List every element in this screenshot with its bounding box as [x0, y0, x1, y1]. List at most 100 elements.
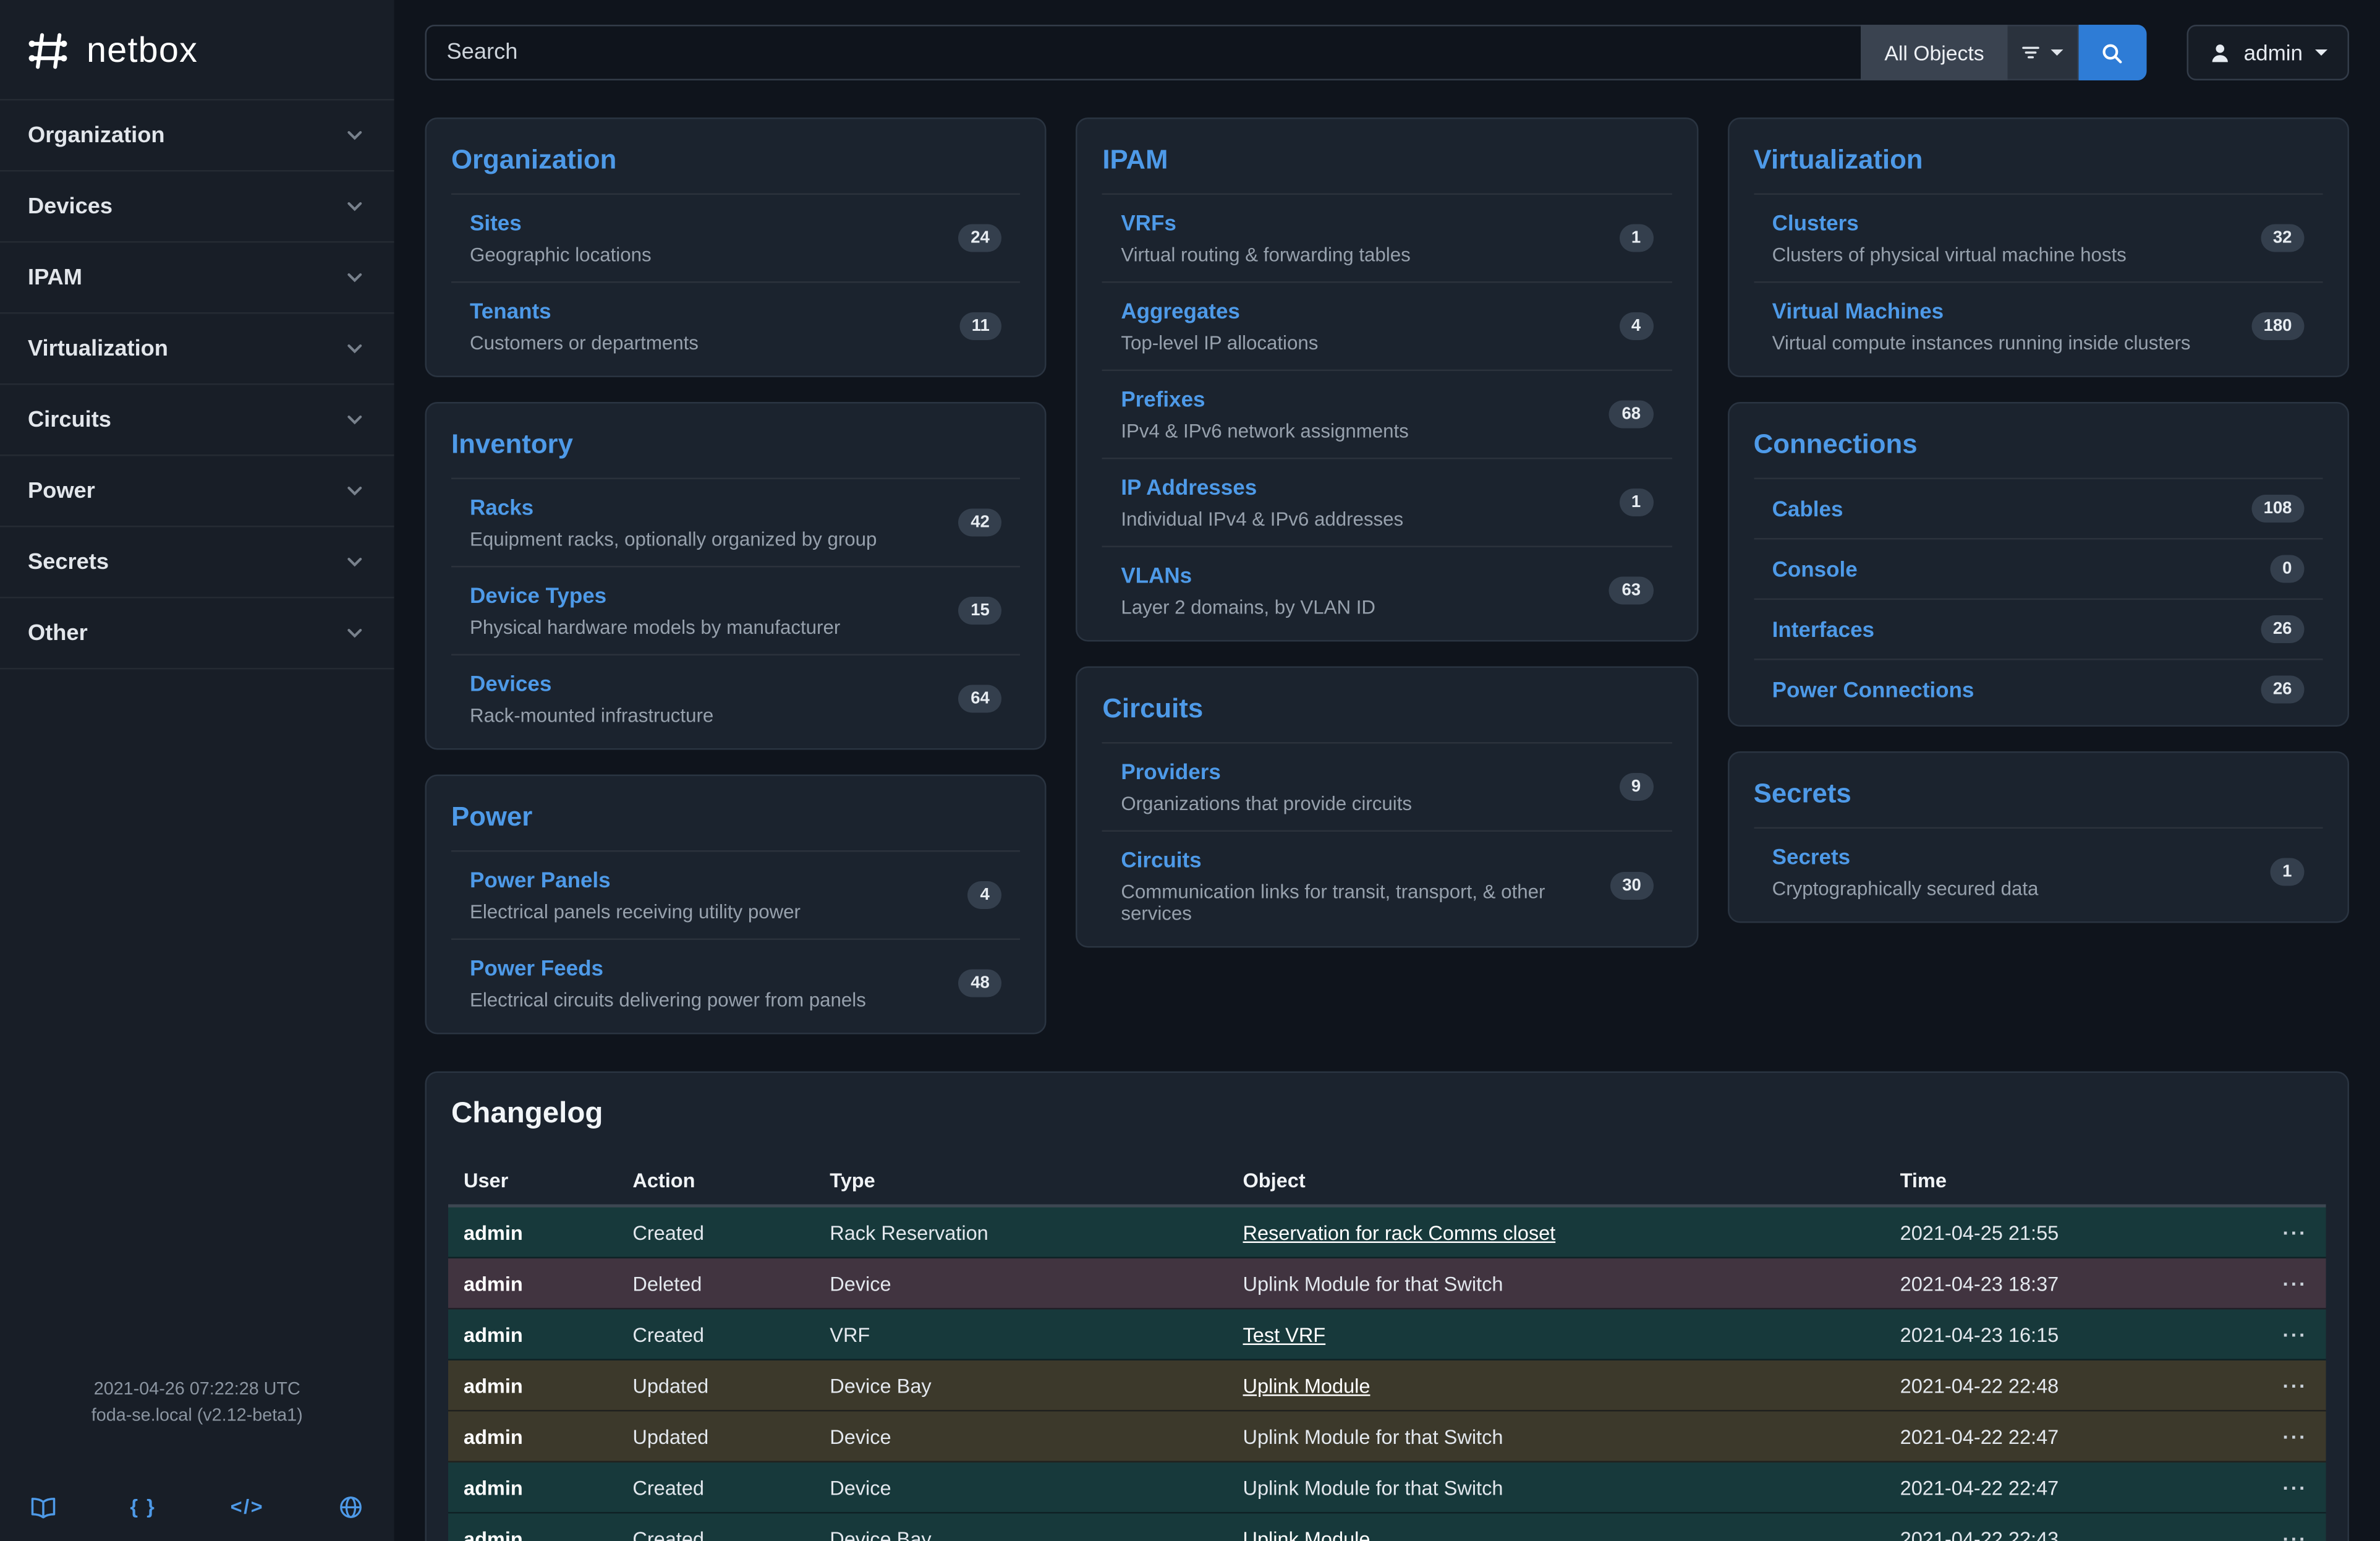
cell-time: 2021-04-22 22:43 — [1900, 1526, 2059, 1541]
card-circuits: Circuits Providers Organizations that pr… — [1076, 666, 1698, 948]
changelog-row: admin Created Device Bay Uplink Module 2… — [448, 1513, 2326, 1541]
dashboard-item-cables: Cables 108 — [1753, 477, 2323, 539]
item-description: Individual IPv4 & IPv6 addresses — [1121, 508, 1404, 531]
dashboard-item-devices: Devices Rack-mounted infrastructure 64 — [451, 654, 1021, 743]
item-description: Rack-mounted infrastructure — [470, 705, 714, 727]
caret-down-icon — [2315, 49, 2327, 56]
source-code-link[interactable]: </> — [231, 1495, 264, 1519]
sidebar-item-devices[interactable]: Devices — [0, 172, 394, 243]
api-link[interactable]: { } — [130, 1495, 156, 1519]
count-badge: 30 — [1610, 872, 1654, 900]
object-link[interactable]: Uplink Module — [1243, 1526, 1371, 1541]
cell-action: Created — [632, 1526, 704, 1541]
link-power-panels[interactable]: Power Panels — [470, 867, 611, 892]
cell-type: Device — [830, 1475, 891, 1499]
link-tenants[interactable]: Tenants — [470, 298, 551, 323]
dashboard-item-vrfs: VRFs Virtual routing & forwarding tables… — [1102, 193, 1672, 282]
item-description: Virtual routing & forwarding tables — [1121, 244, 1411, 266]
link-ip-addresses[interactable]: IP Addresses — [1121, 474, 1257, 500]
row-actions-button[interactable]: ··· — [2280, 1324, 2311, 1344]
sidebar-item-other[interactable]: Other — [0, 599, 394, 670]
docs-link[interactable] — [31, 1495, 56, 1519]
card-title: Virtualization — [1753, 143, 1923, 175]
row-actions-button[interactable]: ··· — [2280, 1273, 2311, 1294]
sidebar-item-organization[interactable]: Organization — [0, 101, 394, 172]
user-menu-button[interactable]: admin — [2187, 25, 2349, 80]
search-button[interactable] — [2078, 25, 2147, 80]
item-description: Physical hardware models by manufacturer — [470, 617, 841, 639]
community-link[interactable] — [339, 1495, 363, 1519]
filter-icon — [2023, 46, 2040, 59]
link-clusters[interactable]: Clusters — [1772, 210, 1859, 235]
card-secrets: Secrets Secrets Cryptographically secure… — [1727, 751, 2349, 923]
cell-action: Updated — [632, 1373, 709, 1397]
link-interfaces[interactable]: Interfaces — [1772, 617, 1875, 642]
column-header-actions — [2241, 1156, 2326, 1208]
card-title: Connections — [1753, 428, 1918, 459]
search-bar: All Objects — [425, 25, 2147, 80]
column-header-type: Type — [814, 1156, 1228, 1208]
row-actions-button[interactable]: ··· — [2280, 1528, 2311, 1541]
cell-time: 2021-04-22 22:48 — [1900, 1373, 2059, 1397]
link-sites[interactable]: Sites — [470, 210, 522, 235]
item-description: IPv4 & IPv6 network assignments — [1121, 420, 1409, 442]
sidebar-item-label: Power — [28, 478, 95, 503]
link-power-feeds[interactable]: Power Feeds — [470, 955, 603, 980]
count-badge: 48 — [958, 969, 1002, 997]
sidebar-item-circuits[interactable]: Circuits — [0, 385, 394, 456]
brand[interactable]: netbox — [0, 0, 394, 99]
row-actions-button[interactable]: ··· — [2280, 1477, 2311, 1498]
item-description: Clusters of physical virtual machine hos… — [1772, 244, 2127, 266]
sidebar-item-secrets[interactable]: Secrets — [0, 527, 394, 599]
sidebar-item-label: Devices — [28, 194, 113, 219]
column-header-time: Time — [1884, 1156, 2242, 1208]
brand-name: netbox — [87, 29, 198, 70]
link-circuits[interactable]: Circuits — [1121, 847, 1202, 872]
filter-dropdown-button[interactable] — [2007, 25, 2079, 80]
link-vlans[interactable]: VLANs — [1121, 563, 1192, 587]
sidebar-item-ipam[interactable]: IPAM — [0, 243, 394, 314]
link-racks[interactable]: Racks — [470, 495, 534, 519]
sidebar-item-virtualization[interactable]: Virtualization — [0, 314, 394, 385]
card-connections: Connections Cables 108 Console 0 Interfa… — [1727, 402, 2349, 727]
link-providers[interactable]: Providers — [1121, 759, 1221, 784]
count-badge: 26 — [2260, 675, 2305, 704]
dashboard-item-power-panels: Power Panels Electrical panels receiving… — [451, 850, 1021, 939]
link-virtual-machines[interactable]: Virtual Machines — [1772, 298, 1944, 323]
count-badge: 63 — [1609, 576, 1654, 605]
link-prefixes[interactable]: Prefixes — [1121, 386, 1205, 411]
user-label: admin — [2243, 40, 2303, 65]
link-cables[interactable]: Cables — [1772, 496, 1843, 521]
column-header-object: Object — [1227, 1156, 1885, 1208]
braces-icon: { } — [130, 1495, 156, 1519]
object-link[interactable]: Uplink Module — [1243, 1373, 1371, 1397]
object-link[interactable]: Test VRF — [1243, 1322, 1326, 1346]
main-content: All Objects — [394, 0, 2380, 1541]
item-description: Communication links for transit, transpo… — [1121, 881, 1545, 924]
cell-action: Created — [632, 1322, 704, 1346]
link-vrfs[interactable]: VRFs — [1121, 210, 1176, 235]
link-device-types[interactable]: Device Types — [470, 583, 607, 608]
link-secrets[interactable]: Secrets — [1772, 844, 1851, 869]
object-link[interactable]: Reservation for rack Comms closet — [1243, 1220, 1556, 1244]
count-badge: 9 — [1618, 773, 1654, 801]
column-header-action: Action — [617, 1156, 815, 1208]
link-aggregates[interactable]: Aggregates — [1121, 298, 1240, 323]
link-console[interactable]: Console — [1772, 557, 1858, 581]
cell-action: Deleted — [632, 1271, 702, 1295]
link-power-connections[interactable]: Power Connections — [1772, 677, 1974, 702]
object-text: Uplink Module for that Switch — [1243, 1424, 1503, 1448]
object-scope-button[interactable]: All Objects — [1861, 25, 2008, 80]
sidebar-item-power[interactable]: Power — [0, 456, 394, 527]
sidebar-item-label: Virtualization — [28, 336, 168, 361]
row-actions-button[interactable]: ··· — [2280, 1375, 2311, 1396]
count-badge: 15 — [958, 597, 1002, 625]
item-description: Equipment racks, optionally organized by… — [470, 529, 877, 550]
row-actions-button[interactable]: ··· — [2280, 1222, 2311, 1242]
search-input[interactable] — [425, 25, 1861, 80]
row-actions-button[interactable]: ··· — [2280, 1426, 2311, 1446]
link-devices[interactable]: Devices — [470, 671, 552, 696]
card-ipam: IPAM VRFs Virtual routing & forwarding t… — [1076, 117, 1698, 642]
count-badge: 1 — [1618, 489, 1654, 516]
chevron-down-icon — [347, 130, 362, 140]
